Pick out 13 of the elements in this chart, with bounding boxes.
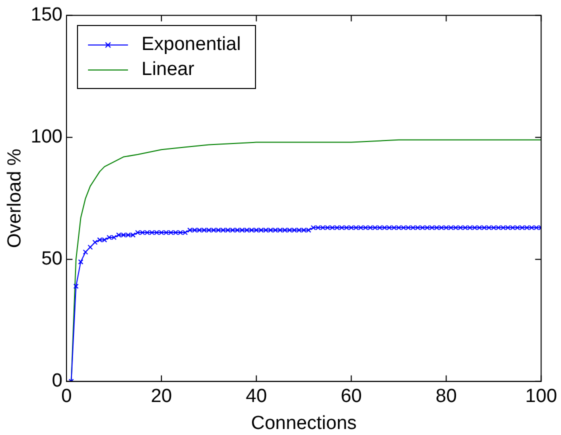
y-tick-label: 150 bbox=[30, 4, 62, 26]
y-tick-label: 0 bbox=[52, 370, 62, 392]
y-axis-title: Overload % bbox=[4, 148, 26, 248]
x-tick-label: 60 bbox=[340, 386, 362, 408]
legend-label: Linear bbox=[142, 58, 194, 82]
x-tick-label: 20 bbox=[150, 386, 172, 408]
x-tick-label: 100 bbox=[525, 386, 557, 408]
x-axis-title: Connections bbox=[251, 412, 357, 434]
y-tick-label: 50 bbox=[41, 248, 62, 270]
y-tick-label: 100 bbox=[30, 126, 62, 148]
x-tick-label: 80 bbox=[436, 386, 457, 408]
x-tick-label: 40 bbox=[246, 386, 267, 408]
legend-label: Exponential bbox=[142, 33, 241, 58]
